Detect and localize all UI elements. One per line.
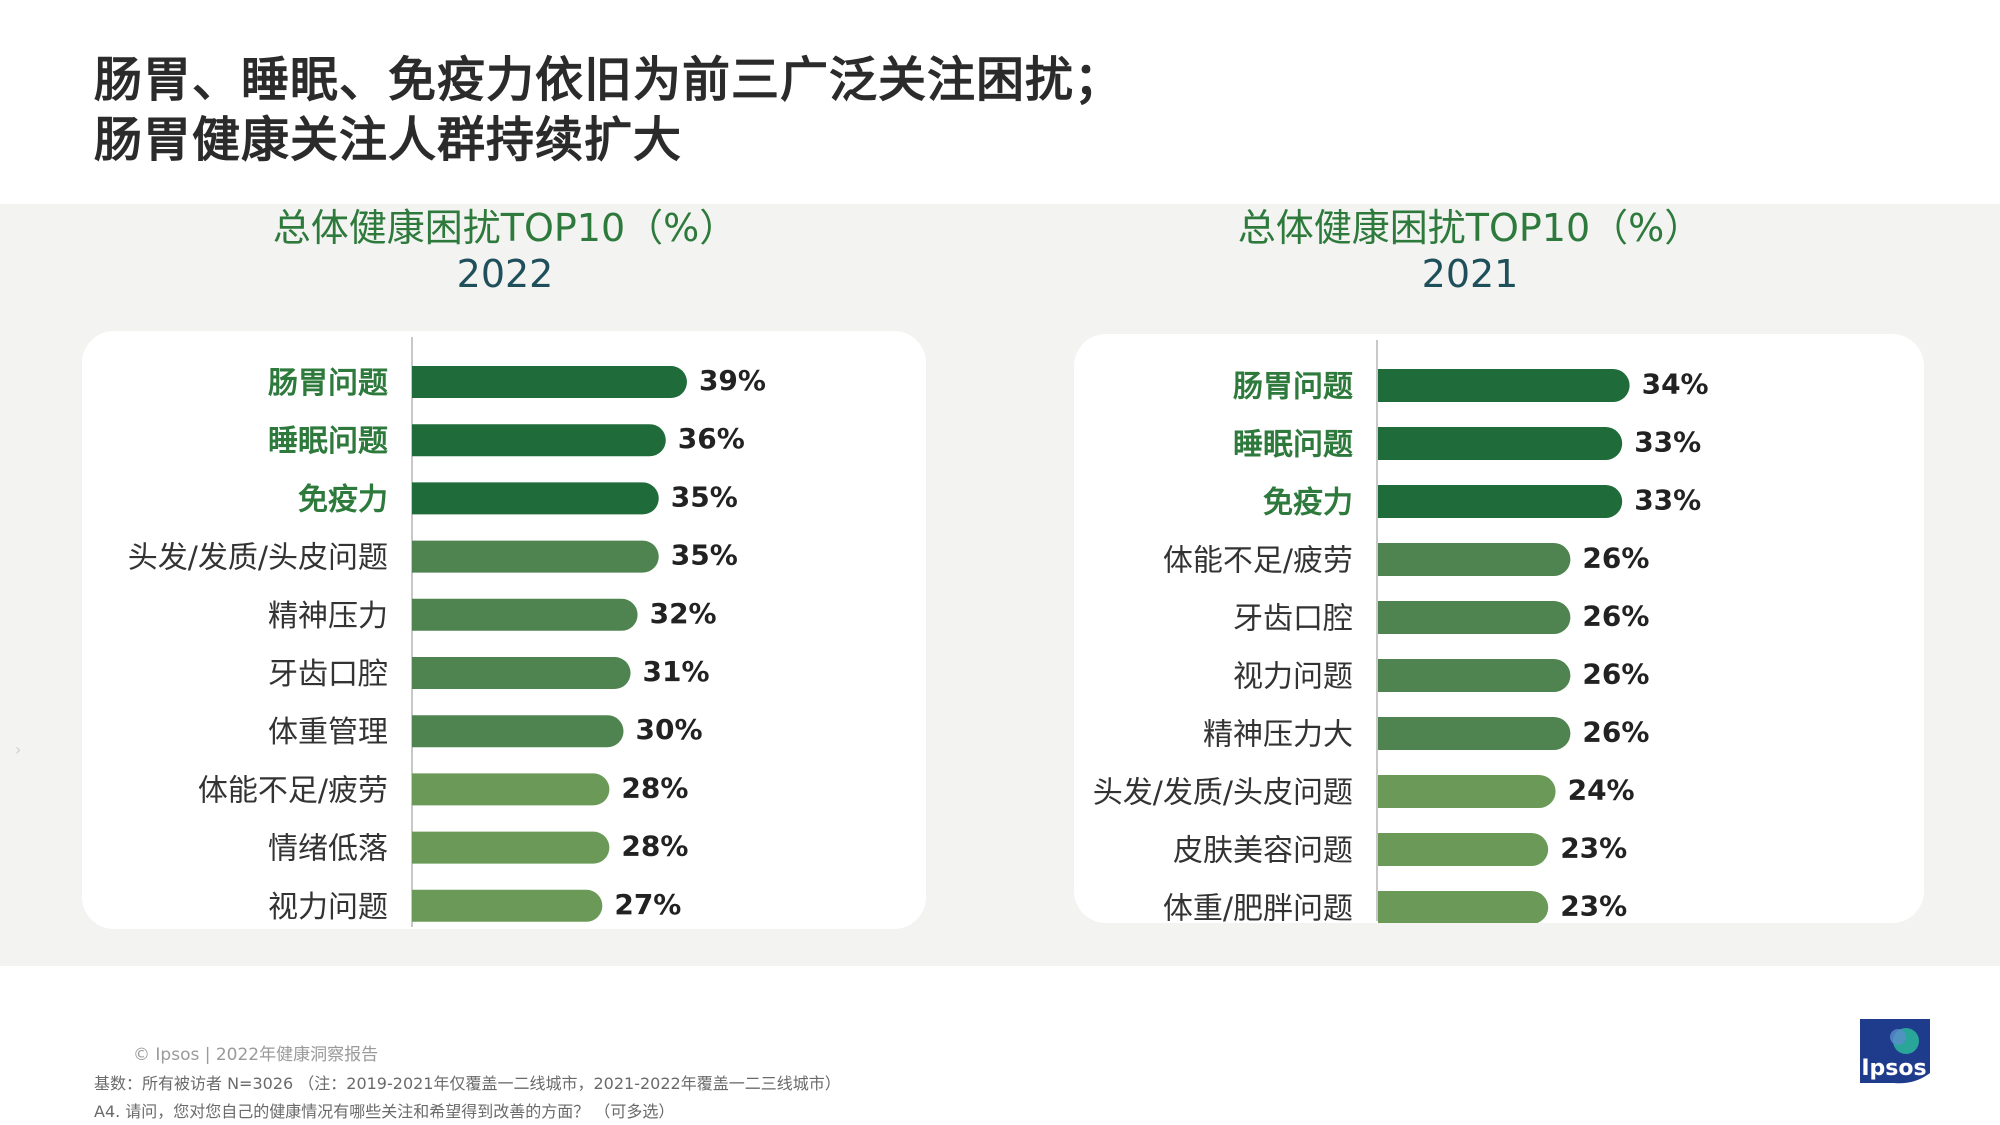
chart-2021-value-label: 34%	[1642, 368, 1709, 401]
ipsos-logo: Ipsos	[1854, 1015, 1934, 1087]
chart-2021-title: 总体健康困扰TOP10（%）	[1237, 206, 1703, 250]
chart-2021-bar	[1378, 369, 1630, 402]
chart-2022-bar	[412, 831, 610, 864]
chart-2021-category-label: 肠胃问题	[1233, 370, 1353, 405]
ipsos-logo-text: Ipsos	[1861, 1056, 1926, 1081]
chart-2022-category-label: 体重管理	[268, 715, 388, 750]
chart-2022-title-block: 总体健康困扰TOP10（%） 2022	[180, 205, 830, 297]
chart-2021-value-label: 26%	[1582, 600, 1649, 633]
chart-2022-value-label: 31%	[643, 655, 710, 688]
chart-2021-value-label: 33%	[1634, 426, 1701, 459]
chart-2021-category-label: 牙齿口腔	[1233, 602, 1353, 637]
chart-2021-category-label: 皮肤美容问题	[1173, 834, 1353, 869]
chart-2021-value-label: 26%	[1582, 716, 1649, 749]
page-title: 肠胃、睡眠、免疫力依旧为前三广泛关注困扰； 肠胃健康关注人群持续扩大	[94, 50, 1123, 170]
chart-2021-bar	[1378, 775, 1556, 808]
chart-2021-bar	[1378, 601, 1571, 634]
page-title-line1: 肠胃、睡眠、免疫力依旧为前三广泛关注困扰；	[94, 52, 1124, 108]
page-title-line2: 肠胃健康关注人群持续扩大	[94, 112, 683, 168]
chart-2021-value-label: 23%	[1560, 890, 1627, 923]
chart-2022-value-label: 39%	[699, 364, 766, 397]
chart-2022-category-label: 牙齿口腔	[268, 657, 388, 692]
chart-2022-value-label: 35%	[671, 480, 738, 513]
chart-2022-title: 总体健康困扰TOP10（%）	[272, 206, 738, 250]
chart-2022-bar	[412, 657, 631, 689]
chart-2022-category-label: 头发/发质/头皮问题	[128, 541, 388, 576]
chart-2022-bar	[412, 424, 666, 457]
chart-2021-bar	[1378, 543, 1571, 576]
chart-2022: 肠胃问题 39% 睡眠问题 36% 免疫力 35% 头发/发质/头皮问题 35% 精神压力 32%…	[128, 337, 766, 927]
chart-2021-bar	[1378, 717, 1571, 750]
chart-2022-category-label: 情绪低落	[268, 832, 388, 867]
chart-2021-category-label: 体能不足/疲劳	[1163, 544, 1353, 579]
chart-2022-panel: 肠胃问题 39% 睡眠问题 36% 免疫力 35% 头发/发质/头皮问题 35% 精神压力 32%…	[82, 331, 926, 929]
chart-2021-value-label: 33%	[1634, 484, 1701, 517]
chart-2022-category-label: 免疫力	[298, 482, 388, 517]
chart-2021-category-label: 体重/肥胖问题	[1163, 892, 1353, 924]
chart-2022-category-label: 睡眠问题	[268, 424, 388, 459]
chevron-right-icon: ›	[15, 740, 22, 759]
chart-2022-bar	[412, 366, 687, 398]
chart-2021-category-label: 精神压力大	[1203, 718, 1353, 753]
chart-2021-bar	[1378, 833, 1549, 866]
chart-2021: 肠胃问题 34% 睡眠问题 33% 免疫力 33% 体能不足/疲劳 26% 牙齿口腔 26% 视力问…	[1093, 340, 1709, 927]
chart-2022-value-label: 30%	[636, 713, 703, 746]
chart-2021-category-label: 视力问题	[1233, 660, 1353, 695]
base-note: 基数：所有被访者 N=3026 （注：2019-2021年仅覆盖一二线城市，20…	[94, 1074, 841, 1093]
chart-2022-value-label: 28%	[621, 830, 688, 863]
question-note: A4. 请问，您对您自己的健康情况有哪些关注和希望得到改善的方面？ （可多选）	[94, 1102, 675, 1121]
chart-2022-year: 2022	[456, 252, 554, 296]
chart-2021-category-label: 头发/发质/头皮问题	[1093, 776, 1353, 811]
chart-2021-value-label: 23%	[1560, 832, 1627, 865]
chart-2022-bar	[412, 540, 659, 573]
chart-2022-category-label: 精神压力	[268, 599, 388, 634]
chart-2022-value-label: 32%	[650, 597, 717, 630]
chart-2022-value-label: 28%	[621, 771, 688, 804]
chart-2022-bar	[412, 889, 603, 922]
chart-2021-panel: 肠胃问题 34% 睡眠问题 33% 免疫力 33% 体能不足/疲劳 26% 牙齿口腔 26% 视力问…	[1074, 334, 1924, 927]
chart-2021-category-label: 睡眠问题	[1233, 428, 1353, 463]
chart-2022-value-label: 36%	[678, 422, 745, 455]
chart-2021-year: 2021	[1421, 252, 1519, 296]
chart-2022-bar	[412, 482, 659, 515]
chart-2022-category-label: 肠胃问题	[268, 366, 388, 401]
chart-2022-value-label: 35%	[671, 539, 738, 572]
chart-2022-category-label: 视力问题	[268, 890, 388, 925]
chart-2021-value-label: 24%	[1568, 774, 1635, 807]
chart-2021-bar	[1378, 659, 1571, 692]
chart-2021-bar	[1378, 891, 1549, 924]
chart-2021-title-block: 总体健康困扰TOP10（%） 2021	[1145, 205, 1795, 297]
chart-2022-bar	[412, 598, 638, 631]
chart-2022-category-label: 体能不足/疲劳	[198, 773, 388, 808]
chart-2021-value-label: 26%	[1582, 542, 1649, 575]
chart-2022-bar	[412, 773, 610, 806]
chart-2021-bar	[1378, 427, 1623, 460]
chart-2021-value-label: 26%	[1582, 658, 1649, 691]
chart-2022-value-label: 27%	[614, 888, 681, 921]
chart-2021-bar	[1378, 485, 1623, 518]
copyright-text: © Ipsos | 2022年健康洞察报告	[133, 1045, 379, 1065]
chart-2022-bar	[412, 715, 624, 748]
chart-2021-category-label: 免疫力	[1263, 486, 1353, 521]
